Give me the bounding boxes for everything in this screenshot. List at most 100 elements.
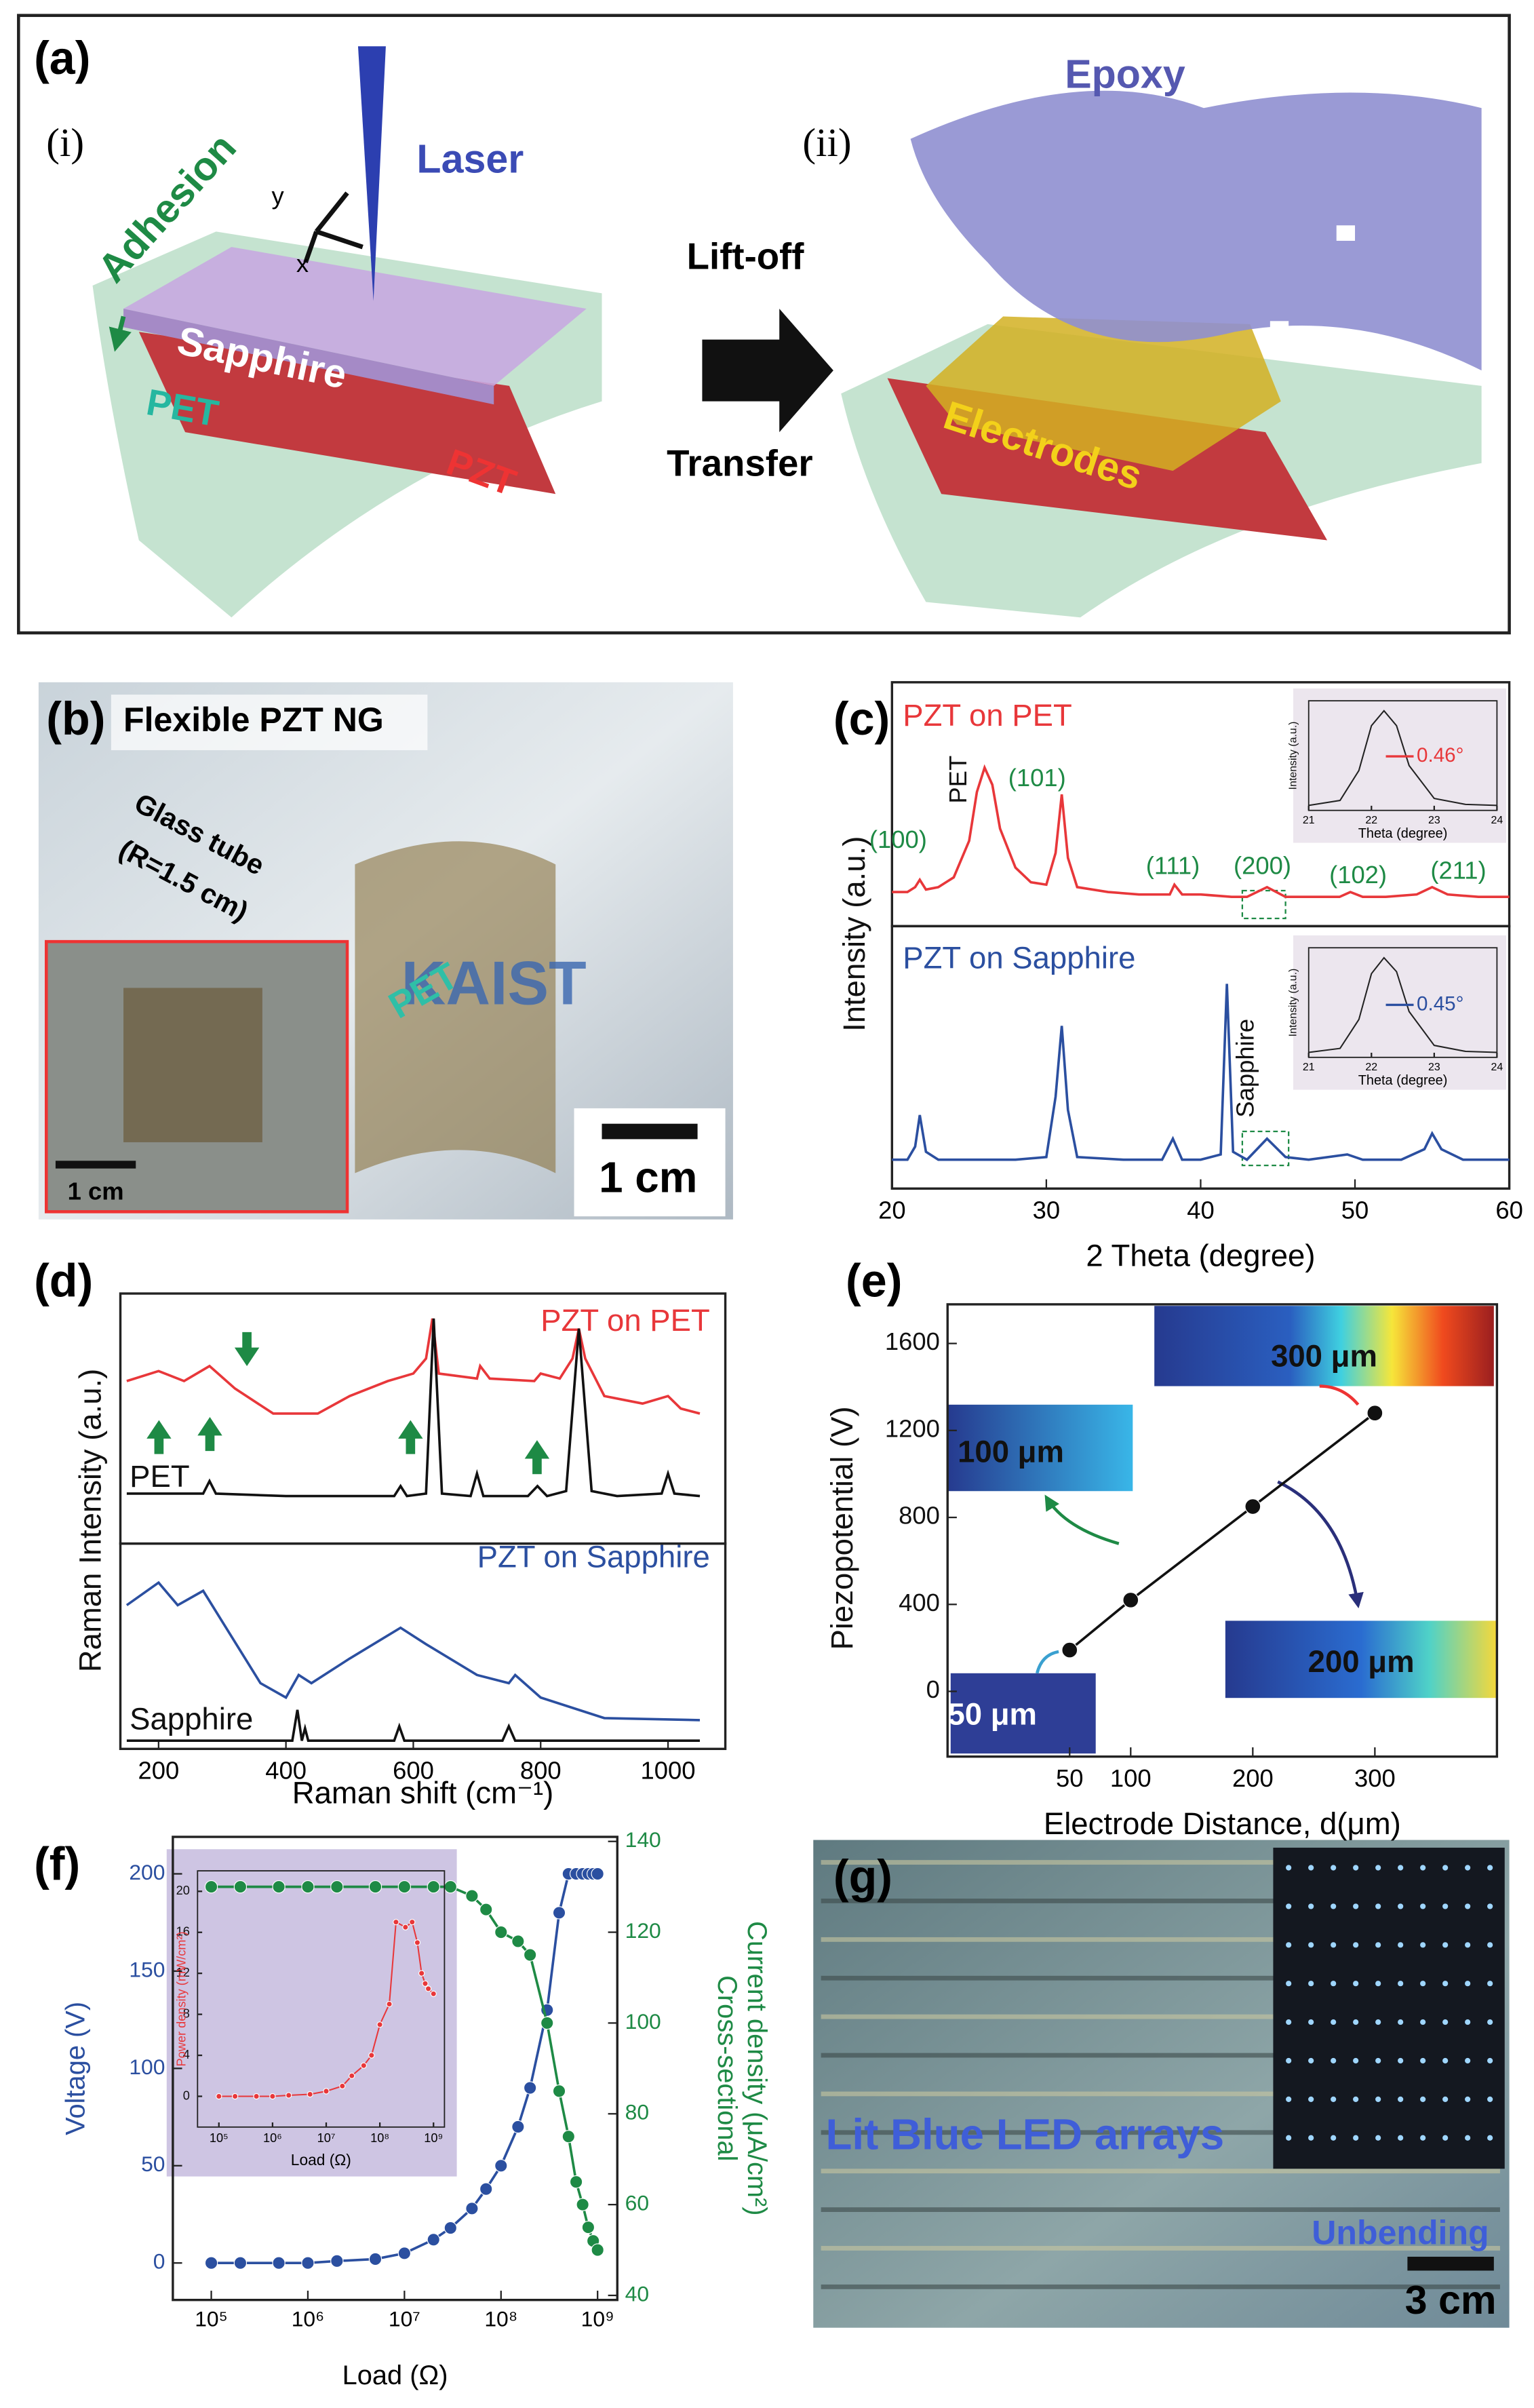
led <box>1331 1903 1337 1909</box>
series-line <box>1308 710 1497 807</box>
panel-a: (a) (i) (ii) Laser Adhesion Sapphire PET… <box>17 14 1511 635</box>
y-tick-label: 4 <box>183 2048 190 2061</box>
arrow <box>1036 1650 1059 1674</box>
led <box>1442 2135 1449 2141</box>
point <box>231 2093 239 2100</box>
text: Lift-off <box>687 236 805 277</box>
led <box>1398 1942 1404 1948</box>
point <box>569 2175 583 2189</box>
x-axis-label: Theta (degree) <box>1358 1073 1448 1088</box>
y-tick-label: 150 <box>129 1957 165 1981</box>
led <box>1420 2135 1426 2141</box>
led <box>1286 2019 1292 2025</box>
arrow <box>1277 1480 1364 1609</box>
brand: KAIST <box>401 949 587 1017</box>
led <box>1353 1903 1359 1909</box>
point <box>272 1880 286 1894</box>
led <box>1465 1903 1471 1909</box>
led <box>1442 1942 1449 1948</box>
led <box>1465 2057 1471 2064</box>
point <box>465 1889 479 1903</box>
led <box>1375 1942 1381 1948</box>
led <box>1398 2135 1404 2141</box>
sapphire-edge <box>123 309 494 405</box>
strip <box>821 2053 1500 2058</box>
annotation: PET <box>944 756 972 804</box>
point <box>511 1935 525 1948</box>
x-tick-label: 10⁸ <box>484 2306 517 2331</box>
x-tick-label: 22 <box>1365 1062 1377 1073</box>
y-axis-label: Power density (mW/cm²) <box>174 1931 188 2066</box>
inset-bg <box>166 1849 457 2177</box>
point <box>323 2088 330 2095</box>
led <box>1398 1865 1404 1871</box>
led <box>1308 2057 1314 2064</box>
inset-photo <box>1273 1847 1505 2169</box>
annotation: (211) <box>1430 856 1486 884</box>
led <box>1286 1865 1292 1871</box>
led <box>1442 2057 1449 2064</box>
annotation: 50 μm <box>947 1697 1037 1732</box>
y-axis-label: Intensity (a.u.) <box>1288 969 1299 1037</box>
x-tick-label: 10⁵ <box>195 2306 228 2331</box>
led <box>1353 1865 1359 1871</box>
scale-bar <box>55 1161 136 1169</box>
led <box>1420 1865 1426 1871</box>
led <box>1353 2135 1359 2141</box>
x-tick-label: 30 <box>1033 1196 1061 1224</box>
hole <box>1336 225 1356 241</box>
led <box>1353 2096 1359 2102</box>
point <box>301 2256 315 2270</box>
x-tick-label: 10⁵ <box>210 2131 229 2145</box>
y-tick-label: 16 <box>176 1925 190 1939</box>
axis-letter: x <box>296 250 309 277</box>
point <box>402 1924 409 1930</box>
device <box>355 841 556 1173</box>
panel-label: (e) <box>846 1255 902 1306</box>
chart: 10⁵ 10⁶ 10⁷ 10⁸ 10⁹ 0 4 8 12 16 20 Load (Ω) Power de… <box>174 1870 446 2169</box>
sub-label: (i) <box>46 120 84 165</box>
series-line <box>126 1709 700 1743</box>
highlight-box <box>1241 889 1286 920</box>
point <box>368 2052 375 2059</box>
led <box>1442 1865 1449 1871</box>
point <box>444 2221 457 2235</box>
arrow <box>109 315 132 352</box>
led <box>1420 2096 1426 2102</box>
strip <box>821 2014 1500 2019</box>
x-tick-label: 24 <box>1491 815 1503 826</box>
point <box>376 2021 383 2028</box>
led <box>1353 1942 1359 1948</box>
annotation: (101) <box>1008 764 1066 792</box>
led <box>1331 2019 1337 2025</box>
x-tick-label: 22 <box>1365 815 1377 826</box>
point <box>425 1985 432 1992</box>
chart-decor <box>146 688 1507 2177</box>
y2-axis-label: Current density (μA/cm²) <box>742 1921 772 2215</box>
led <box>1487 2019 1493 2025</box>
series-name: PZT on PET <box>903 698 1072 733</box>
led <box>1465 2135 1471 2141</box>
led <box>1331 1942 1337 1948</box>
point <box>286 2092 292 2099</box>
led <box>1375 1981 1381 1987</box>
chart: 10⁵ 10⁶ 10⁷ 10⁸ 10⁹0501001502004060801001201… <box>34 1827 772 2390</box>
point <box>204 2256 218 2270</box>
point <box>360 2062 367 2069</box>
y2-tick-label: 40 <box>625 2281 649 2306</box>
x-tick-label: 21 <box>1303 1062 1315 1073</box>
panel-label: (a) <box>34 33 90 84</box>
panel-b: KAIST (b) Flexible PZT NG Glass tube (R=… <box>38 682 733 1220</box>
led <box>1465 1942 1471 1948</box>
point <box>233 2256 248 2270</box>
strip <box>821 2284 1500 2289</box>
pzt-layer <box>138 332 556 494</box>
led <box>1308 2135 1314 2141</box>
chart: Intensity (a.u.) (c) PZT on PET (100) PET (10… <box>833 681 1511 1032</box>
x-axis-label: Electrode Distance, d(μm) <box>1044 1806 1401 1841</box>
point <box>409 1918 416 1926</box>
y-tick-label: 20 <box>176 1884 190 1897</box>
caption: Unbending <box>1312 2213 1489 2251</box>
strip <box>821 1860 1500 1865</box>
led <box>1286 1942 1292 1948</box>
